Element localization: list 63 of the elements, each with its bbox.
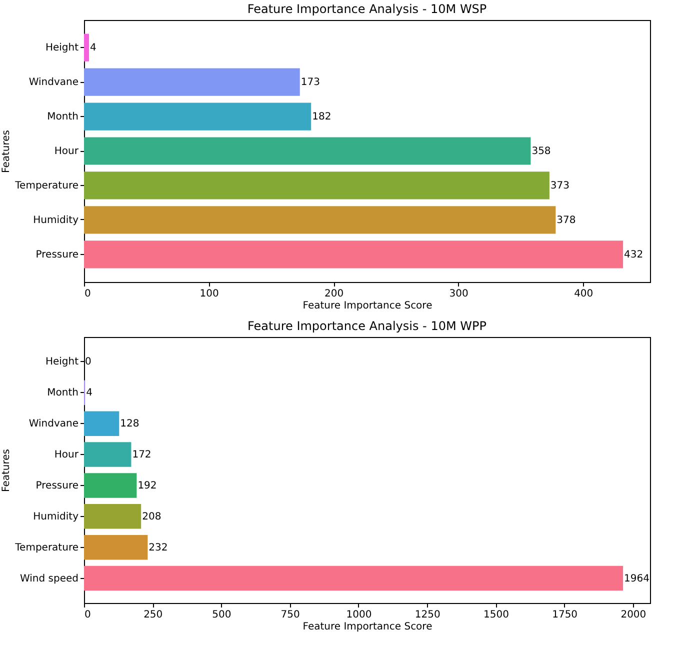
data-label: 4: [90, 42, 96, 54]
data-label: 208: [142, 511, 162, 522]
bar: [84, 68, 300, 96]
y-tick-label: Height: [45, 356, 79, 368]
y-tick-label: Month: [47, 388, 78, 399]
bar: [84, 172, 550, 200]
y-tick-label: Windvane: [28, 77, 78, 88]
x-tick-label: 1250: [414, 610, 440, 620]
y-tick-label: Wind speed: [20, 573, 78, 584]
y-tick-label: Hour: [54, 450, 80, 461]
data-label: 232: [148, 542, 168, 554]
chart-title: Feature Importance Analysis - 10M WPP: [248, 319, 486, 333]
x-tick-label: 500: [212, 610, 232, 620]
bar: [84, 534, 148, 560]
bar: [84, 566, 624, 591]
bar: [84, 240, 624, 268]
data-label: 173: [300, 77, 320, 88]
x-tick-label: 1500: [483, 610, 509, 620]
data-label: 172: [132, 450, 152, 461]
x-tick-label: 0: [84, 610, 91, 620]
bar: [84, 102, 312, 130]
data-label: 4: [86, 388, 92, 399]
x-axis-title: Feature Importance Score: [302, 300, 432, 312]
y-tick-label: Hour: [54, 146, 80, 157]
y-tick-label: Windvane: [28, 418, 78, 430]
bar: [84, 411, 120, 436]
y-tick-label: Temperature: [14, 180, 78, 192]
x-tick-label: 250: [144, 610, 163, 620]
x-tick-label: 100: [200, 288, 219, 300]
data-label: 0: [85, 356, 92, 368]
x-axis-title: Feature Importance Score: [302, 622, 432, 632]
data-label: 432: [624, 249, 644, 260]
bar: [84, 504, 142, 529]
bar: [84, 473, 137, 498]
y-tick-label: Month: [47, 112, 78, 123]
y-tick-label: Pressure: [36, 249, 78, 260]
data-label: 128: [120, 418, 140, 430]
data-label: 1964: [624, 573, 650, 584]
y-tick-label: Humidity: [33, 214, 79, 226]
x-tick-label: 400: [574, 288, 594, 300]
bar: [84, 34, 89, 62]
data-label: 373: [550, 180, 570, 192]
x-tick-label: 750: [280, 610, 300, 620]
data-label: 192: [138, 480, 157, 492]
chart-title: Feature Importance Analysis - 10M WSP: [247, 2, 487, 16]
data-label: 358: [532, 146, 551, 157]
bar: [84, 442, 132, 467]
x-tick-label: 1000: [346, 610, 372, 620]
y-tick-label: Height: [45, 42, 79, 54]
y-tick-label: Temperature: [14, 542, 78, 554]
y-tick-label: Humidity: [33, 511, 79, 522]
y-axis-title: Features: [1, 130, 12, 173]
bar: [84, 206, 556, 234]
x-tick-label: 200: [324, 288, 344, 300]
x-tick-label: 1750: [552, 610, 578, 620]
x-tick-label: 0: [84, 288, 91, 300]
x-tick-label: 300: [449, 288, 468, 300]
y-axis-title: Features: [1, 449, 12, 492]
data-label: 182: [312, 112, 332, 123]
data-label: 378: [556, 214, 576, 226]
y-tick-label: Pressure: [36, 480, 78, 492]
bar: [84, 137, 531, 165]
x-tick-label: 2000: [620, 610, 646, 620]
